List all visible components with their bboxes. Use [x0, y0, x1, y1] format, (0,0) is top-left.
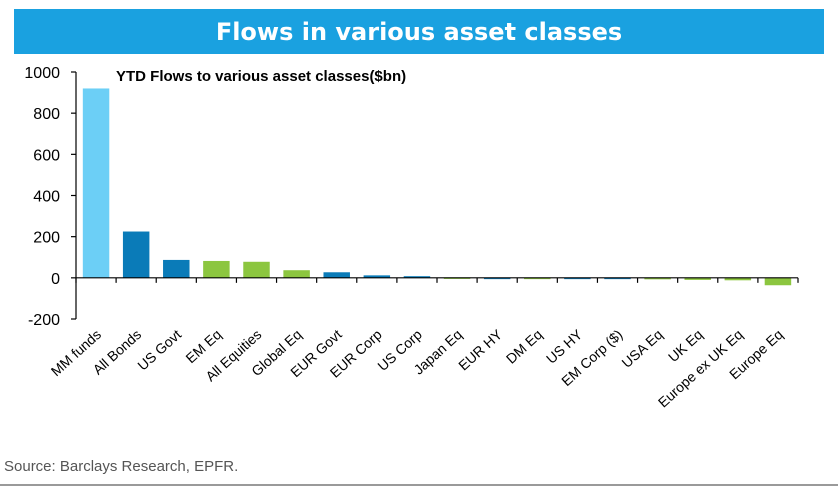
- bar: [724, 277, 752, 281]
- y-tick-label: 1000: [24, 65, 60, 82]
- bar: [403, 276, 431, 278]
- chart-title: YTD Flows to various asset classes($bn): [116, 68, 406, 85]
- x-tick-label: EUR HY: [455, 326, 506, 374]
- bar: [203, 260, 230, 278]
- y-tick-label: 400: [33, 189, 60, 206]
- bar: [644, 277, 671, 280]
- y-tick-label: 600: [33, 147, 60, 164]
- chart-banner-title: Flows in various asset classes: [14, 9, 824, 54]
- x-tick-label: US Govt: [134, 326, 184, 373]
- footer-divider: [0, 484, 838, 486]
- y-tick-label: 800: [33, 106, 60, 123]
- x-tick-label: USA Eq: [618, 326, 665, 371]
- bar: [243, 261, 270, 278]
- source-note: Source: Barclays Research, EPFR.: [4, 458, 239, 475]
- y-tick-label: -200: [28, 312, 60, 329]
- x-tick-label: DM Eq: [503, 326, 546, 367]
- bar: [122, 231, 150, 278]
- bar: [163, 259, 190, 278]
- bar: [283, 270, 310, 278]
- y-tick-label: 200: [33, 230, 60, 247]
- y-axis: -200 0 200 400 600 800 1000: [24, 65, 77, 329]
- bar: [363, 275, 391, 278]
- bar-chart: YTD Flows to various asset classes($bn) …: [24, 65, 799, 410]
- bar: [764, 277, 792, 286]
- bar: [323, 272, 350, 278]
- bar: [82, 88, 110, 278]
- bar: [684, 277, 711, 280]
- bars: [82, 88, 792, 286]
- y-tick-label: 0: [51, 271, 60, 288]
